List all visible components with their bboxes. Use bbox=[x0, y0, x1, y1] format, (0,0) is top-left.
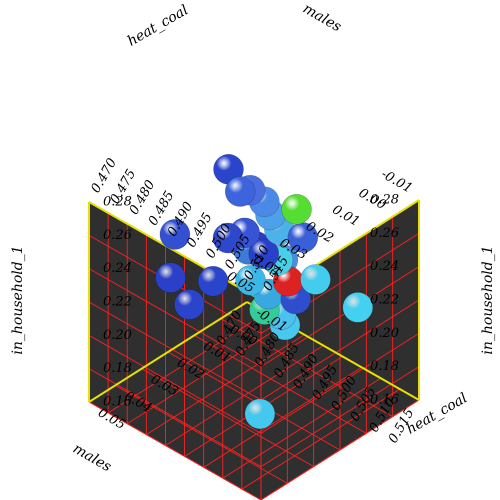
data-point bbox=[244, 398, 276, 430]
wall-grid-line bbox=[88, 334, 262, 434]
data-point bbox=[212, 222, 244, 254]
z-tick-right: 0.16 bbox=[103, 395, 132, 410]
data-points bbox=[155, 154, 374, 430]
wall-grid-line bbox=[88, 301, 262, 401]
data-point bbox=[155, 262, 186, 293]
data-point bbox=[342, 292, 374, 323]
data-point bbox=[174, 289, 205, 320]
heat-tick-top: 0.01 bbox=[330, 202, 363, 229]
z-tick-left: 0.22 bbox=[370, 293, 399, 308]
heat-tick-top: 0.00 bbox=[356, 186, 389, 213]
wall-grid-line bbox=[88, 268, 262, 368]
floor-grid-line bbox=[115, 384, 288, 484]
z-tick-right: 0.18 bbox=[103, 361, 132, 376]
z-tick-left: 0.18 bbox=[370, 359, 399, 374]
z-tick-right: 0.20 bbox=[103, 328, 132, 343]
floor-grid-line bbox=[220, 318, 393, 418]
z-tick-left: 0.16 bbox=[370, 393, 399, 408]
z-tick-left: 0.20 bbox=[370, 326, 399, 341]
data-point bbox=[300, 264, 331, 295]
frame-edge bbox=[88, 301, 248, 403]
floor-grid-line bbox=[194, 334, 367, 434]
males-axis-label-bottom: males bbox=[70, 441, 114, 476]
z-tick-left: 0.24 bbox=[370, 259, 399, 274]
wall-grid-line bbox=[260, 399, 420, 500]
z-axis-label-left: in_household_1 bbox=[10, 245, 26, 354]
wall-grid-line bbox=[88, 401, 262, 500]
data-point bbox=[197, 265, 229, 297]
data-point bbox=[224, 176, 256, 207]
z-tick-left: 0.26 bbox=[370, 226, 399, 241]
males-axis-label-top: males bbox=[300, 1, 344, 36]
floor-grid-line bbox=[141, 368, 314, 468]
data-point bbox=[235, 265, 266, 296]
z-tick-right: 0.22 bbox=[103, 295, 132, 310]
wall-grid-line bbox=[260, 332, 420, 434]
data-point bbox=[248, 238, 280, 270]
z-axis-label-right: in_household_1 bbox=[480, 245, 496, 354]
z-tick-right: 0.28 bbox=[103, 195, 132, 210]
wall-grid-line bbox=[260, 266, 420, 368]
wall-grid-line bbox=[260, 299, 420, 401]
wall-grid-line bbox=[260, 366, 420, 468]
heat-axis-label-top: heat_coal bbox=[125, 2, 191, 50]
z-tick-right: 0.26 bbox=[103, 228, 132, 243]
z-tick-left: 0.28 bbox=[370, 193, 399, 208]
data-point bbox=[281, 194, 312, 225]
z-tick-right: 0.24 bbox=[103, 261, 132, 276]
frame-edge bbox=[88, 201, 262, 301]
data-point bbox=[159, 219, 191, 250]
